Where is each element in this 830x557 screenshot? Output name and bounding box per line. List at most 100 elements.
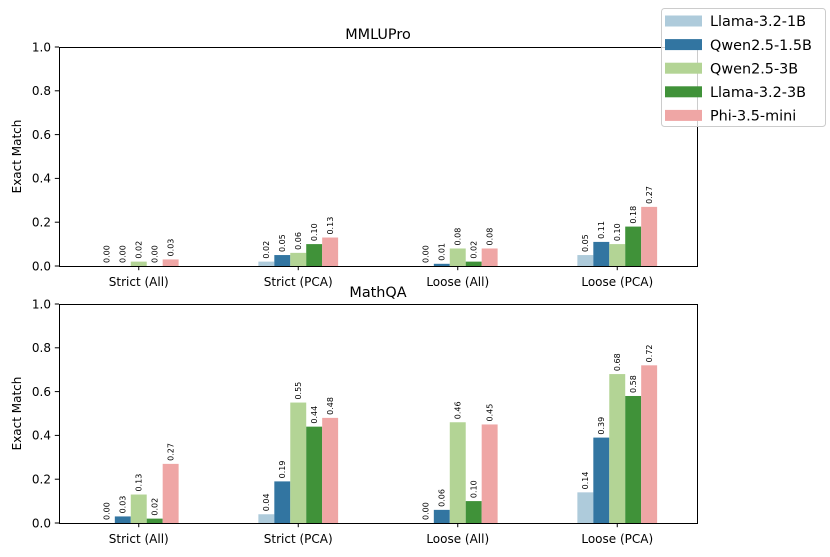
- bar-mmlupro-loose-all-qwen2-5-1-5b: [433, 263, 450, 266]
- value-label-mmlupro-loose-pca-llama-3-2-1b: 0.05: [581, 234, 590, 252]
- legend-item-phi-3-5-mini: Phi-3.5-mini: [665, 109, 796, 125]
- axes-frame: [59, 47, 698, 267]
- bar-mathqa-strict-all-qwen2-5-1-5b: [114, 516, 131, 523]
- value-label-mmlupro-loose-all-qwen2-5-1-5b: 0.01: [438, 243, 447, 261]
- value-label-mathqa-strict-all-qwen2-5-3b: 0.13: [135, 474, 144, 492]
- y-tick-label: 1.0: [32, 297, 51, 311]
- value-label-mathqa-strict-all-llama-3-2-3b: 0.02: [151, 498, 160, 516]
- value-label-mmlupro-loose-all-llama-3-2-3b: 0.02: [470, 241, 479, 259]
- value-label-mmlupro-strict-all-llama-3-2-3b: 0.00: [151, 245, 160, 263]
- value-label-mathqa-strict-pca-qwen2-5-3b: 0.55: [294, 382, 303, 400]
- bar-mathqa-loose-all-qwen2-5-1-5b: [433, 509, 450, 523]
- y-tick-label: 0.6: [32, 128, 51, 142]
- legend-item-llama-3-2-3b: Llama-3.2-3B: [665, 85, 806, 101]
- value-label-mathqa-loose-pca-qwen2-5-3b: 0.68: [613, 353, 622, 371]
- value-label-mathqa-strict-pca-qwen2-5-1-5b: 0.19: [278, 461, 287, 479]
- x-tick-label-strict-all: Strict (All): [109, 275, 169, 289]
- y-tick-label: 0.6: [32, 385, 51, 399]
- bar-mmlupro-loose-pca-phi-3-5-mini: [641, 206, 658, 266]
- x-tick-label-loose-pca: Loose (PCA): [581, 532, 653, 546]
- y-tick-label: 0.8: [32, 84, 51, 98]
- bar-mathqa-strict-pca-qwen2-5-1-5b: [274, 481, 291, 523]
- legend-item-llama-3-2-1b: Llama-3.2-1B: [665, 14, 806, 30]
- axes-annotations: 0.0 0.2 0.4 0.6 0.8 1.0 Strict (All) 0.00 0.03 0.…: [32, 297, 654, 546]
- bar-mmlupro-loose-pca-qwen2-5-3b: [609, 244, 626, 266]
- value-label-mmlupro-strict-pca-qwen2-5-1-5b: 0.05: [278, 234, 287, 252]
- value-label-mathqa-loose-all-phi-3-5-mini: 0.45: [485, 404, 494, 422]
- x-tick-label-strict-all: Strict (All): [109, 532, 169, 546]
- x-tick-label-loose-all: Loose (All): [426, 275, 489, 289]
- legend-label: Llama-3.2-3B: [710, 85, 806, 101]
- value-label-mathqa-strict-pca-phi-3-5-mini: 0.48: [326, 397, 335, 415]
- value-label-mmlupro-strict-pca-qwen2-5-3b: 0.06: [294, 232, 303, 250]
- value-label-mathqa-loose-pca-qwen2-5-1-5b: 0.39: [597, 417, 606, 435]
- value-label-mmlupro-loose-pca-llama-3-2-3b: 0.18: [629, 206, 638, 224]
- bar-group: [114, 365, 658, 523]
- bar-mathqa-loose-pca-llama-3-2-3b: [625, 395, 642, 523]
- value-label-mmlupro-strict-pca-llama-3-2-1b: 0.02: [262, 241, 271, 259]
- bar-mathqa-strict-all-phi-3-5-mini: [162, 463, 179, 523]
- bar-mathqa-strict-all-qwen2-5-3b: [130, 494, 147, 523]
- value-label-mmlupro-loose-all-phi-3-5-mini: 0.08: [485, 228, 494, 246]
- x-tick-label-loose-pca: Loose (PCA): [581, 275, 653, 289]
- bar-mmlupro-loose-pca-llama-3-2-3b: [625, 226, 642, 266]
- value-label-mathqa-loose-pca-phi-3-5-mini: 0.72: [645, 345, 654, 363]
- bar-mathqa-strict-all-llama-3-2-3b: [146, 518, 163, 523]
- value-label-mmlupro-loose-pca-qwen2-5-3b: 0.10: [613, 223, 622, 241]
- legend-swatch: [665, 15, 702, 27]
- legend: Llama-3.2-1B Qwen2.5-1.5B Qwen2.5-3B Lla…: [661, 8, 826, 127]
- y-tick-label: 0.8: [32, 341, 51, 355]
- bar-mmlupro-loose-all-qwen2-5-3b: [449, 248, 466, 266]
- value-label-mathqa-loose-pca-llama-3-2-1b: 0.14: [581, 472, 590, 490]
- value-label-mathqa-loose-all-llama-3-2-3b: 0.10: [470, 480, 479, 498]
- x-tick-label-loose-all: Loose (All): [426, 532, 489, 546]
- legend-item-qwen2-5-3b: Qwen2.5-3B: [665, 61, 798, 77]
- bar-mmlupro-strict-pca-llama-3-2-3b: [306, 244, 323, 266]
- bar-mathqa-loose-all-qwen2-5-3b: [449, 422, 466, 523]
- subplot-mmlupro: 0.0 0.2 0.4 0.6 0.8 1.0 Strict (All) 0.00 0.00 0.…: [10, 27, 698, 289]
- value-label-mathqa-strict-all-qwen2-5-1-5b: 0.03: [119, 496, 128, 514]
- y-tick-label: 0.2: [32, 473, 51, 487]
- y-tick-label: 0.2: [32, 216, 51, 230]
- bar-mmlupro-loose-all-llama-3-2-3b: [465, 261, 482, 266]
- bar-mmlupro-strict-pca-phi-3-5-mini: [322, 237, 339, 266]
- value-label-mathqa-strict-pca-llama-3-2-3b: 0.44: [310, 406, 319, 424]
- legend-swatch: [665, 86, 702, 98]
- chart-title: MathQA: [349, 285, 406, 301]
- legend-item-qwen2-5-1-5b: Qwen2.5-1.5B: [665, 38, 812, 54]
- x-tick-label-strict-pca: Strict (PCA): [264, 275, 333, 289]
- x-tick-label-strict-pca: Strict (PCA): [264, 532, 333, 546]
- value-label-mmlupro-loose-pca-phi-3-5-mini: 0.27: [645, 186, 654, 204]
- bar-mmlupro-loose-pca-qwen2-5-1-5b: [593, 241, 610, 266]
- value-label-mmlupro-strict-pca-phi-3-5-mini: 0.13: [326, 217, 335, 235]
- value-label-mmlupro-loose-pca-qwen2-5-1-5b: 0.11: [597, 221, 606, 239]
- value-label-mmlupro-strict-pca-llama-3-2-3b: 0.10: [310, 223, 319, 241]
- y-tick-label: 0.4: [32, 429, 51, 443]
- value-label-mmlupro-strict-all-qwen2-5-3b: 0.02: [135, 241, 144, 259]
- y-axis-label: Exact Match: [10, 377, 24, 451]
- axes-annotations: 0.0 0.2 0.4 0.6 0.8 1.0 Strict (All) 0.00 0.00 0.…: [32, 40, 654, 289]
- bar-group: [130, 206, 658, 266]
- legend-swatch: [665, 109, 702, 121]
- bar-mmlupro-strict-all-qwen2-5-3b: [130, 261, 147, 266]
- legend-label: Llama-3.2-1B: [710, 14, 806, 30]
- bar-mathqa-strict-pca-llama-3-2-3b: [306, 426, 323, 523]
- value-label-mmlupro-strict-all-llama-3-2-1b: 0.00: [103, 245, 112, 263]
- value-label-mmlupro-strict-all-qwen2-5-1-5b: 0.00: [119, 245, 128, 263]
- bar-mathqa-loose-pca-llama-3-2-1b: [577, 492, 594, 523]
- value-label-mmlupro-loose-all-llama-3-2-1b: 0.00: [422, 245, 431, 263]
- bar-mathqa-strict-pca-llama-3-2-1b: [258, 514, 275, 523]
- value-label-mmlupro-strict-all-phi-3-5-mini: 0.03: [166, 239, 175, 257]
- value-label-mathqa-loose-pca-llama-3-2-3b: 0.58: [629, 375, 638, 393]
- value-label-mmlupro-loose-all-qwen2-5-3b: 0.08: [454, 228, 463, 246]
- bar-mathqa-loose-pca-qwen2-5-3b: [609, 374, 626, 523]
- value-label-mathqa-strict-all-phi-3-5-mini: 0.27: [166, 443, 175, 461]
- y-tick-label: 0.4: [32, 172, 51, 186]
- legend-label: Phi-3.5-mini: [710, 109, 796, 125]
- y-axis-label: Exact Match: [10, 120, 24, 194]
- legend-swatch: [665, 39, 702, 51]
- bar-mathqa-strict-pca-phi-3-5-mini: [322, 417, 339, 523]
- legend-swatch: [665, 62, 702, 74]
- chart-title: MMLUPro: [345, 27, 411, 43]
